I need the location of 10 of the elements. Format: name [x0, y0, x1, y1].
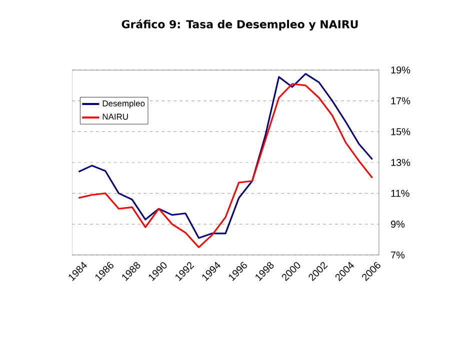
y-tick-label: 13%	[391, 158, 410, 166]
y-tick-label: 7%	[391, 252, 405, 258]
y-tick-label: 11%	[391, 190, 410, 197]
y-tick-label: 19%	[391, 66, 410, 74]
chart-title: Gráfico 9: Tasa de Desempleo y NAIRU	[122, 19, 358, 31]
y-tick-label: 15%	[391, 128, 410, 136]
legend-label: Desempleo	[102, 100, 145, 108]
legend-label: NAIRU	[102, 114, 128, 120]
y-tick-label: 17%	[391, 97, 410, 104]
y-tick-label: 9%	[390, 220, 405, 228]
